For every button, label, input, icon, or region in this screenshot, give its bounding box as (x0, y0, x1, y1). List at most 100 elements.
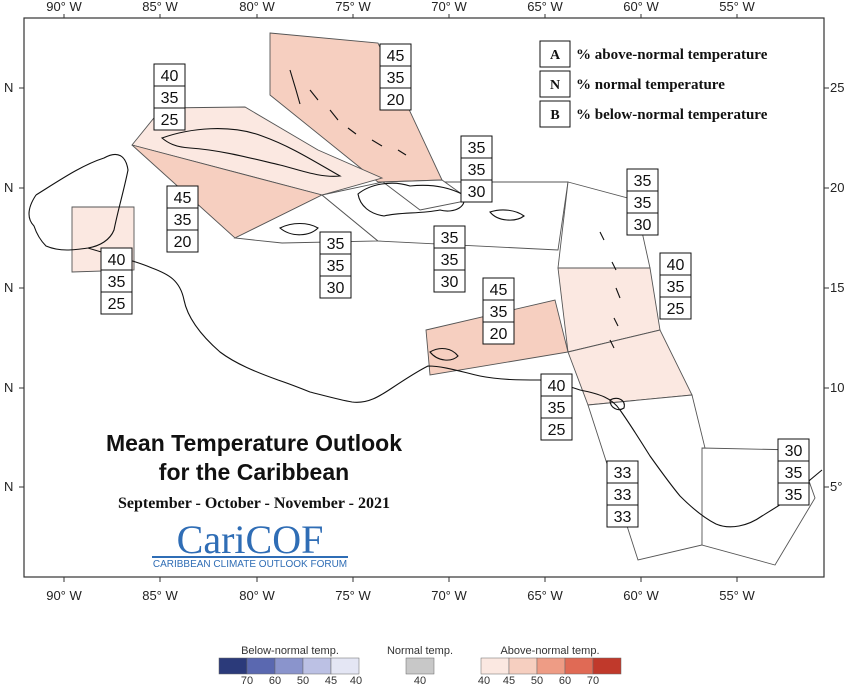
prob-cell-below (100, 291, 133, 315)
prob-value-below: 25 (548, 422, 566, 439)
prob-value-below: 30 (634, 217, 652, 234)
prob-box-cayman-islands: 45 35 20 (166, 185, 199, 253)
lon-label: 75° W (335, 588, 371, 603)
lon-labels-top: 90° W 85° W 80° W 75° W 70° W 65° W 60° … (46, 0, 755, 14)
color-legend: Below-normal temp. Normal temp. Above-no… (218, 645, 622, 684)
coastlines (28, 69, 823, 528)
prob-value-below: 33 (614, 509, 632, 526)
prob-box-windward-islands: 40 35 25 (659, 252, 692, 320)
prob-value-normal: 35 (161, 90, 179, 107)
lon-label: 85° W (142, 588, 178, 603)
lon-label: 75° W (335, 0, 371, 14)
key-cell (539, 70, 571, 98)
lon-label: 60° W (623, 588, 659, 603)
legend-swatch (592, 657, 622, 675)
mainland-outline (87, 247, 823, 528)
prob-value-below: 20 (174, 234, 192, 251)
lat-label: 15 (830, 280, 844, 295)
prob-value-above: 33 (614, 465, 632, 482)
lon-labels-bottom: 90° W 85° W 80° W 75° W 70° W 65° W 60° … (46, 588, 755, 603)
prob-cell-below (153, 107, 186, 131)
prob-value-above: 40 (161, 68, 179, 85)
logo-subtitle: CARIBBEAN CLIMATE OUTLOOK FORUM (153, 559, 347, 570)
logo-wordmark: CariCOF (177, 517, 324, 562)
legend-swatch (302, 657, 332, 675)
prob-box-turks-caicos: 35 35 30 (460, 135, 493, 203)
cuba-outline (160, 128, 342, 177)
prob-box-suriname-french-guiana: 30 35 35 (777, 438, 810, 506)
legend-tick: 50 (297, 675, 309, 684)
prob-value-below: 25 (667, 301, 685, 318)
prob-cell-below (166, 229, 199, 253)
legend-below-label: Below-normal temp. (241, 645, 339, 657)
prob-cell-below (482, 321, 515, 345)
lesser-antilles-outline (599, 231, 621, 349)
legend-swatch (330, 657, 360, 675)
prob-box-western-cuba: 40 35 25 (153, 63, 186, 131)
prob-value-below: 25 (108, 296, 126, 313)
legend-swatch (536, 657, 566, 675)
legend-swatch-normal (405, 657, 435, 675)
legend-swatch (274, 657, 304, 675)
lon-label: 65° W (527, 0, 563, 14)
key-letter: A (550, 48, 561, 63)
lat-label: 10 (830, 380, 844, 395)
yucatan-outline (28, 153, 129, 251)
prob-value-normal: 35 (490, 304, 508, 321)
prob-value-above: 40 (548, 378, 566, 395)
prob-value-normal: 35 (785, 465, 803, 482)
prob-value-below: 30 (441, 274, 459, 291)
puerto-rico-outline (489, 209, 525, 221)
prob-value-normal: 35 (327, 258, 345, 275)
prob-cell-below (460, 179, 493, 203)
prob-value-normal: 35 (468, 162, 486, 179)
prob-cell-below (777, 482, 810, 506)
lon-label: 70° W (431, 0, 467, 14)
prob-cell-below (433, 269, 466, 293)
map-key: A % above-normal temperature N % normal … (539, 40, 768, 128)
legend-tick: 70 (241, 675, 253, 684)
title-line-1: Mean Temperature Outlook (106, 430, 402, 456)
prob-box-belize: 40 35 25 (100, 247, 133, 315)
lat-ticks (19, 87, 829, 488)
prob-cell-below (659, 296, 692, 320)
legend-swatch (480, 657, 510, 675)
legend-tick: 60 (559, 675, 571, 684)
key-description: % normal temperature (576, 77, 725, 93)
prob-value-above: 45 (174, 190, 192, 207)
lon-label: 90° W (46, 0, 82, 14)
key-description: % above-normal temperature (576, 47, 768, 63)
jamaica-outline (279, 222, 319, 236)
lat-label: N (4, 479, 13, 494)
lon-label: 80° W (239, 588, 275, 603)
hispaniola-outline (357, 182, 465, 217)
lat-label: 20 (830, 180, 844, 195)
prob-value-below: 30 (468, 184, 486, 201)
prob-value-above: 35 (634, 173, 652, 190)
lat-label: 5° (830, 479, 842, 494)
lat-label: N (4, 80, 13, 95)
lon-label: 70° W (431, 588, 467, 603)
legend-normal-label: Normal temp. (387, 645, 453, 657)
trinidad-outline (609, 397, 625, 411)
caricof-logo: CariCOF CARIBBEAN CLIMATE OUTLOOK FORUM (152, 517, 348, 570)
prob-value-below: 25 (161, 112, 179, 129)
prob-value-above: 45 (387, 48, 405, 65)
legend-swatch (564, 657, 594, 675)
legend-above-swatches (480, 657, 622, 675)
legend-swatch (246, 657, 276, 675)
prob-value-normal: 35 (667, 279, 685, 296)
legend-tick: 40 (478, 675, 490, 684)
prob-value-above: 30 (785, 443, 803, 460)
lon-label: 85° W (142, 0, 178, 14)
legend-tick: 50 (531, 675, 543, 684)
prob-box-bahamas: 45 35 20 (379, 43, 412, 111)
prob-value-below: 30 (327, 280, 345, 297)
lon-label: 60° W (623, 0, 659, 14)
legend-above-label: Above-normal temp. (500, 645, 599, 657)
prob-cell-below (379, 87, 412, 111)
legend-tick: 60 (269, 675, 281, 684)
prob-box-abc-islands: 45 35 20 (482, 277, 515, 345)
bahamas-outline (289, 69, 407, 156)
forecast-period: September - October - November - 2021 (118, 495, 390, 512)
